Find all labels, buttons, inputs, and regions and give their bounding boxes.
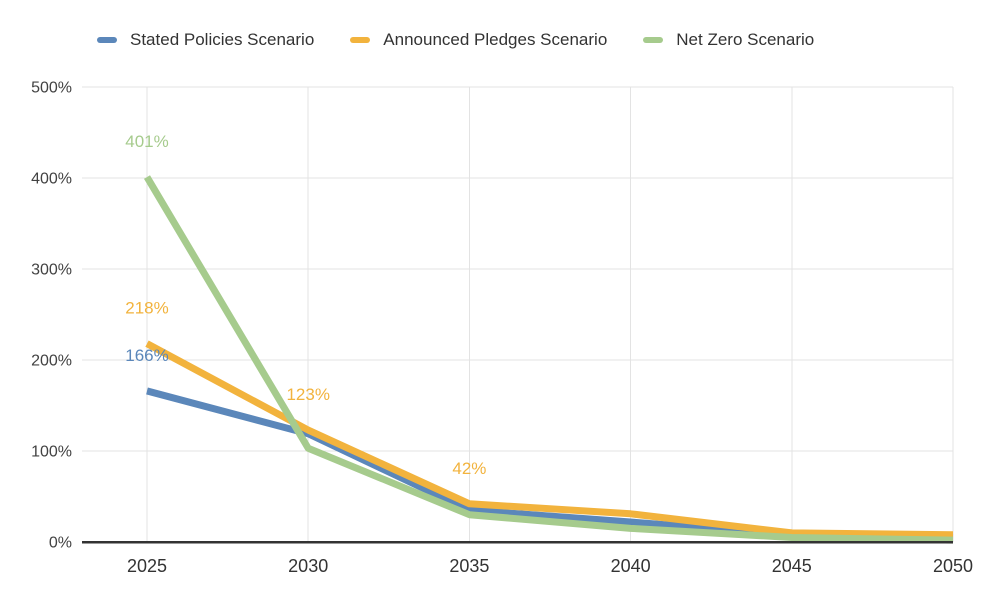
- y-tick-label: 200%: [31, 353, 72, 370]
- chart-legend: Stated Policies Scenario Announced Pledg…: [97, 30, 814, 50]
- legend-item-announced-pledges: Announced Pledges Scenario: [350, 30, 607, 50]
- data-label-net-zero-scenario-2025: 401%: [125, 132, 168, 151]
- x-tick-label: 2040: [611, 556, 651, 576]
- horizontal-gridlines: [82, 86, 953, 452]
- legend-label-announced-pledges: Announced Pledges Scenario: [383, 30, 608, 49]
- x-tick-label: 2050: [933, 556, 973, 576]
- y-tick-label: 300%: [31, 262, 72, 279]
- y-tick-label: 500%: [31, 80, 72, 97]
- data-label-stated-policies-scenario-2025: 166%: [125, 346, 168, 365]
- legend-item-stated-policies: Stated Policies Scenario: [97, 30, 314, 50]
- data-label-announced-pledges-scenario-2025: 218%: [125, 299, 168, 318]
- legend-swatch-net-zero: [643, 37, 664, 43]
- series-line-stated-policies-scenario: [146, 387, 954, 541]
- x-tick-label: 2025: [127, 556, 167, 576]
- x-tick-label: 2030: [288, 556, 328, 576]
- series-line-net-zero-scenario: [143, 175, 954, 544]
- y-tick-label: 0%: [49, 535, 72, 552]
- data-label-announced-pledges-scenario-2035: 42%: [452, 459, 486, 478]
- legend-label-stated-policies: Stated Policies Scenario: [130, 30, 315, 49]
- x-tick-label: 2035: [449, 556, 489, 576]
- y-axis-labels: 0% 100% 200% 300% 400% 500%: [31, 80, 72, 552]
- legend-item-net-zero: Net Zero Scenario: [643, 30, 814, 50]
- legend-swatch-announced-pledges: [350, 37, 371, 43]
- series-line-announced-pledges-scenario: [145, 340, 954, 539]
- vertical-gridlines: [146, 87, 954, 542]
- y-tick-label: 400%: [31, 171, 72, 188]
- x-axis-labels: 2025 2030 2035 2040 2045 2050: [127, 556, 973, 576]
- data-labels: 401% 218% 166% 123% 42%: [125, 132, 486, 478]
- y-tick-label: 100%: [31, 444, 72, 461]
- legend-label-net-zero: Net Zero Scenario: [676, 30, 815, 49]
- legend-swatch-stated-policies: [97, 37, 117, 43]
- x-tick-label: 2045: [772, 556, 812, 576]
- data-label-announced-pledges-scenario-2030: 123%: [286, 385, 329, 404]
